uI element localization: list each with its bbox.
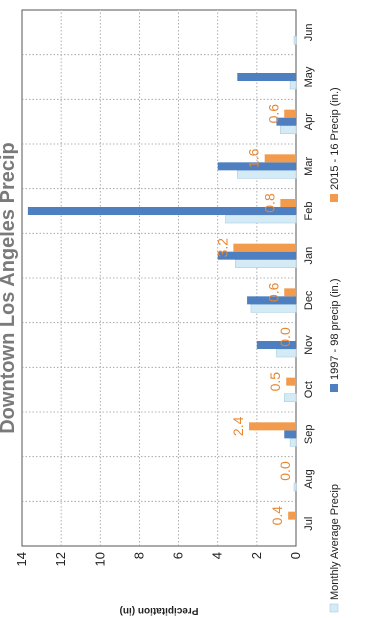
data-label: 0.0: [277, 327, 293, 347]
bar-monthly-average-precip-oct: [283, 393, 297, 402]
data-label: 1.6: [246, 148, 262, 168]
legend: Monthly Average Precip 1997 - 98 precip (…: [329, 87, 341, 613]
bar-1997-98-precip-in-sep: [284, 430, 296, 439]
bar-monthly-average-precip-feb: [225, 214, 297, 224]
y-axis-label: Precipitation (in): [120, 605, 199, 616]
y-tick-label: 0: [288, 552, 303, 559]
x-tick-label: Apr: [303, 113, 315, 130]
x-tick-label: Dec: [303, 290, 315, 310]
bar-2015-16-precip-in-feb: [280, 199, 297, 207]
y-tick-label: 2: [249, 552, 264, 559]
bar-monthly-average-precip-may: [289, 80, 297, 90]
bar-monthly-average-precip-jan: [235, 259, 297, 268]
data-label: 0.4: [269, 506, 285, 526]
bar-1997-98-precip-in-nov: [256, 341, 297, 349]
bar-2015-16-precip-in-jul: [288, 511, 296, 520]
x-tick-label: Jul: [303, 517, 315, 531]
bar-monthly-average-precip-dec: [250, 304, 297, 313]
bar-monthly-average-precip-nov: [276, 348, 297, 358]
bar-2015-16-precip-in-apr: [284, 109, 296, 118]
x-tick-label: Oct: [303, 381, 315, 398]
bar-monthly-average-precip-apr: [280, 125, 297, 134]
data-label: 2.4: [230, 416, 246, 436]
x-tick-label: Sep: [303, 425, 315, 445]
y-tick-label: 6: [171, 552, 186, 559]
data-label: 0.8: [261, 193, 277, 213]
bar-monthly-average-precip-mar: [236, 170, 297, 179]
bar-1997-98-precip-in-jan: [217, 251, 296, 260]
x-tick-label: Aug: [303, 469, 315, 489]
bar-1997-98-precip-in-dec: [247, 296, 296, 305]
legend-label: 1997 - 98 precip (in.): [329, 279, 341, 381]
chart-title: Downtown Los Angeles Precip: [0, 142, 19, 434]
legend-label: 2015 - 16 Precip (in.): [329, 87, 341, 190]
x-tick-label: Nov: [303, 335, 315, 355]
data-label: 0.6: [265, 104, 281, 124]
data-label: 0.0: [277, 461, 293, 481]
y-tick-label: 10: [92, 552, 107, 566]
bar-2015-16-precip-in-dec: [284, 288, 296, 297]
bar-2015-16-precip-in-sep: [249, 422, 296, 431]
bar-1997-98-precip-in-feb: [27, 207, 296, 215]
legend-swatch: [329, 603, 339, 613]
bar-2015-16-precip-in-mar: [264, 154, 296, 163]
y-tick-label: 8: [131, 552, 146, 559]
bar-1997-98-precip-in-mar: [217, 162, 296, 171]
bar-monthly-average-precip-jun: [293, 36, 297, 45]
bar-monthly-average-precip-sep: [289, 438, 297, 447]
data-label: 0.5: [267, 372, 283, 392]
legend-label: Monthly Average Precip: [329, 484, 341, 600]
x-tick-label: Mar: [303, 157, 315, 176]
bar-1997-98-precip-in-may: [237, 73, 297, 81]
y-tick-label: 14: [14, 552, 29, 566]
bar-2015-16-precip-in-oct: [286, 377, 297, 386]
data-label: 3.2: [214, 238, 230, 258]
bar-monthly-average-precip-aug: [293, 482, 297, 492]
bar-1997-98-precip-in-apr: [276, 117, 296, 126]
y-tick-label: 4: [210, 552, 225, 559]
y-tick-label: 12: [53, 552, 68, 566]
x-tick-label: Feb: [303, 202, 315, 221]
x-tick-label: Jun: [303, 23, 315, 41]
x-tick-label: May: [303, 66, 315, 87]
legend-swatch: [330, 384, 338, 392]
x-tick-label: Jan: [303, 247, 315, 265]
bar-2015-16-precip-in-jan: [233, 243, 296, 252]
data-label: 0.6: [265, 282, 281, 302]
legend-swatch: [330, 194, 338, 202]
